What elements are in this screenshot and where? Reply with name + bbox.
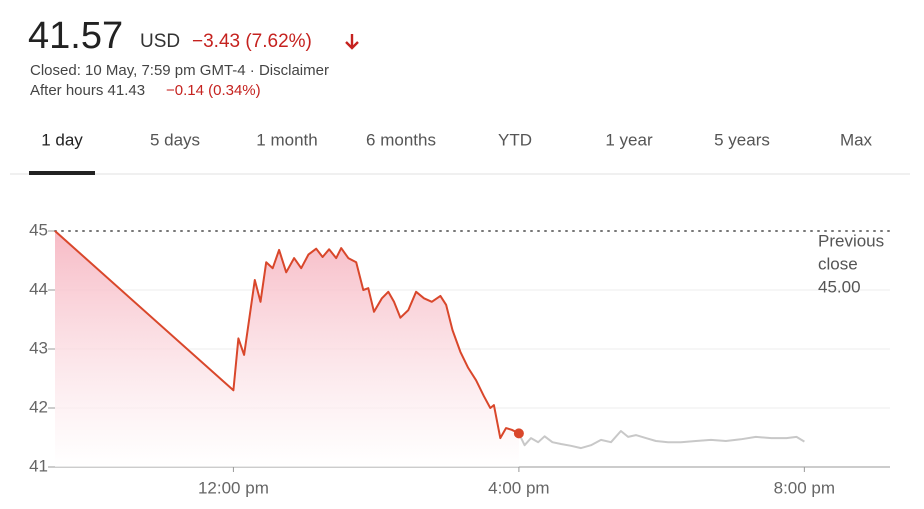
price-area	[55, 231, 519, 467]
tab[interactable]: 5 days	[150, 130, 200, 149]
after-hours-change: −0.14 (0.34%)	[166, 82, 261, 99]
tab[interactable]: 6 months	[366, 130, 436, 149]
tab-bar: 1 day 5 days 1 month 6 months YTD 1 year 5 yea…	[29, 130, 873, 175]
down-arrow-icon	[345, 34, 359, 50]
price-change: −3.43 (7.62%)	[192, 31, 312, 52]
x-tick-label: 8:00 pm	[774, 478, 835, 497]
price-line	[517, 430, 805, 450]
tab[interactable]: 1 month	[256, 130, 317, 149]
y-tick-label: 42	[29, 397, 48, 416]
y-tick-label: 45	[29, 220, 48, 239]
y-tick-label: 44	[29, 279, 48, 298]
market-status: Closed: 10 May, 7:59 pm GMT-4 · Disclaim…	[30, 62, 329, 79]
price: 41.57	[28, 15, 123, 57]
tab[interactable]: 1 year	[605, 130, 653, 149]
x-tick-label: 12:00 pm	[198, 478, 269, 497]
tab-underline	[29, 171, 95, 175]
x-tick-label: 4:00 pm	[488, 478, 549, 497]
previous-close-label: 45.00	[818, 277, 861, 296]
chart: 41 42 43 44 45 12:00 pm 4:00 pm 8:00 pm Previous…	[29, 220, 891, 497]
tab[interactable]: Max	[840, 130, 873, 149]
last-price-dot	[513, 428, 524, 439]
y-tick-label: 43	[29, 338, 48, 357]
tab[interactable]: YTD	[498, 130, 532, 149]
tab[interactable]: 1 day	[41, 130, 83, 149]
price-line	[54, 230, 520, 440]
after-hours: After hours 41.43	[30, 82, 145, 99]
previous-close-label: Previous	[818, 231, 884, 250]
currency: USD	[140, 31, 180, 52]
y-tick-label: 41	[29, 456, 48, 475]
tab[interactable]: 5 years	[714, 130, 770, 149]
previous-close-label: close	[818, 254, 858, 273]
